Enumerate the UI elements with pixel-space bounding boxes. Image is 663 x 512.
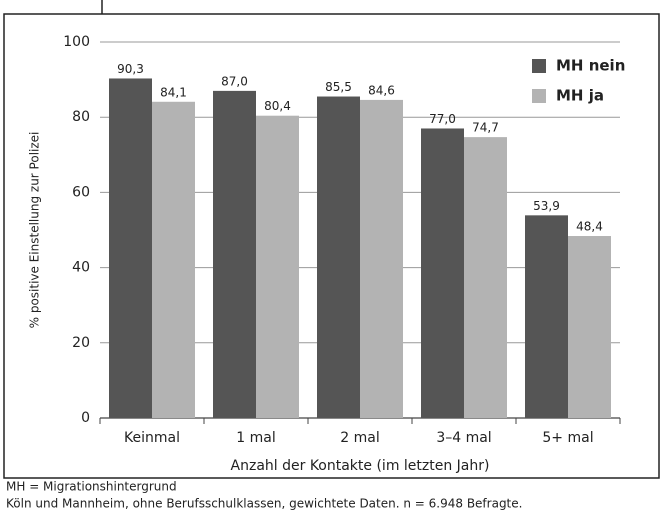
note: MH = Migrationshintergrund bbox=[6, 480, 177, 494]
bar bbox=[256, 115, 299, 419]
y-tick-label: 20 bbox=[72, 335, 90, 351]
value-label: 53,9 bbox=[533, 199, 560, 213]
x-tick-label: 2 mal bbox=[340, 430, 379, 446]
bar bbox=[109, 78, 152, 419]
y-tick-label: 40 bbox=[72, 260, 90, 276]
bar bbox=[317, 96, 360, 419]
value-label: 90,3 bbox=[117, 62, 144, 76]
value-label: 48,4 bbox=[576, 220, 603, 234]
bar bbox=[360, 99, 403, 419]
value-label: 84,1 bbox=[160, 85, 187, 99]
bar bbox=[152, 101, 195, 418]
bar bbox=[568, 236, 611, 418]
x-axis-label: Anzahl der Kontakte (im letzten Jahr) bbox=[231, 458, 490, 474]
value-label: 84,6 bbox=[368, 83, 395, 97]
value-label: 80,4 bbox=[264, 99, 291, 113]
x-tick-label: 5+ mal bbox=[542, 430, 593, 446]
legend-label: MH nein bbox=[556, 57, 625, 75]
y-tick-label: 80 bbox=[72, 109, 90, 125]
bar bbox=[213, 90, 256, 418]
x-tick-label: 3–4 mal bbox=[436, 430, 491, 446]
bar bbox=[421, 128, 464, 419]
bar bbox=[464, 137, 507, 419]
frame bbox=[3, 13, 660, 479]
y-axis-label: % positive Einstellung zur Polizei bbox=[28, 132, 42, 329]
y-tick-label: 0 bbox=[81, 410, 90, 426]
legend-label: MH ja bbox=[556, 87, 604, 105]
y-tick-label: 100 bbox=[63, 34, 90, 50]
y-tick-label: 60 bbox=[72, 184, 90, 200]
bar bbox=[525, 215, 568, 418]
value-label: 77,0 bbox=[429, 112, 456, 126]
value-label: 87,0 bbox=[221, 74, 248, 88]
x-tick-label: Keinmal bbox=[124, 430, 180, 446]
x-tick-label: 1 mal bbox=[236, 430, 275, 446]
legend-swatch bbox=[532, 59, 546, 73]
legend-swatch bbox=[532, 89, 546, 103]
value-label: 74,7 bbox=[472, 121, 499, 135]
value-label: 85,5 bbox=[325, 80, 352, 94]
note: Köln und Mannheim, ohne Berufsschulklass… bbox=[6, 497, 522, 511]
